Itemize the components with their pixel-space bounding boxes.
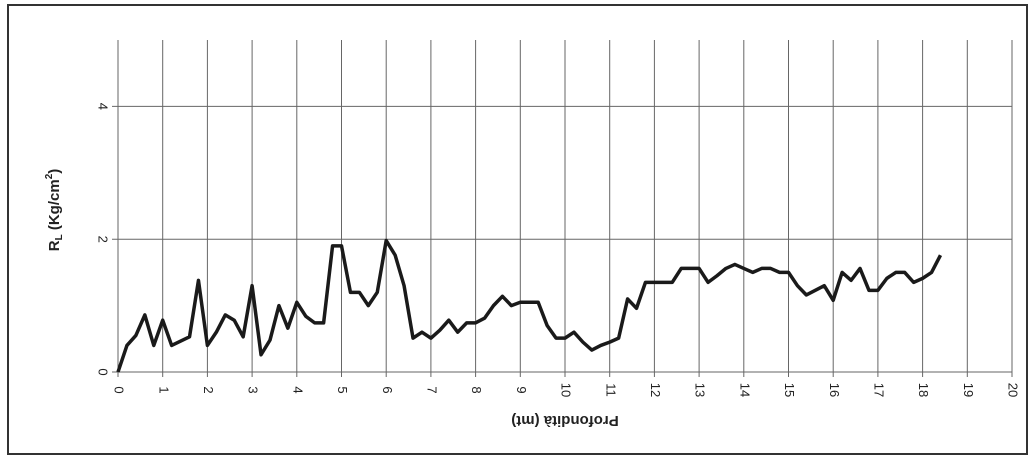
x-tick-label: 3 xyxy=(246,386,261,393)
y-axis-label: RL (Kg/cm2) xyxy=(44,169,65,252)
x-tick-label: 16 xyxy=(827,383,842,397)
x-tick-label: 20 xyxy=(1006,383,1021,397)
x-tick-label: 19 xyxy=(961,383,976,397)
data-line xyxy=(116,238,943,373)
x-axis-label: Profondità (mt) xyxy=(511,412,618,429)
x-tick-label: 5 xyxy=(335,386,350,393)
x-tick-label: 11 xyxy=(603,383,618,397)
x-tick-label: 12 xyxy=(648,383,663,397)
frame xyxy=(7,4,1028,455)
x-tick-label: 17 xyxy=(871,383,886,397)
y-label-sup: 2 xyxy=(44,173,55,179)
x-tick-label: 15 xyxy=(782,383,797,397)
x-tick-label: 2 xyxy=(201,386,216,393)
y-tick-label: 4 xyxy=(96,103,111,110)
x-tick-label: 6 xyxy=(380,386,395,393)
x-tick-label: 13 xyxy=(693,383,708,397)
y-label-part: ) xyxy=(46,169,63,174)
y-label-part: R xyxy=(46,240,63,251)
y-label-sub: L xyxy=(54,234,65,240)
x-tick-label: 4 xyxy=(290,386,305,393)
x-tick-label: 18 xyxy=(916,383,931,397)
x-tick-label: 7 xyxy=(424,386,439,393)
x-tick-label: 0 xyxy=(112,386,127,393)
x-tick-label: 9 xyxy=(514,386,529,393)
y-tick-label: 2 xyxy=(96,236,111,243)
x-tick-label: 1 xyxy=(156,386,171,393)
y-label-part: (Kg/cm xyxy=(46,179,63,234)
x-tick-label: 14 xyxy=(737,383,752,397)
x-tick-label: 8 xyxy=(469,386,484,393)
x-tick-label: 10 xyxy=(559,383,574,397)
y-tick-label: 0 xyxy=(96,368,111,375)
